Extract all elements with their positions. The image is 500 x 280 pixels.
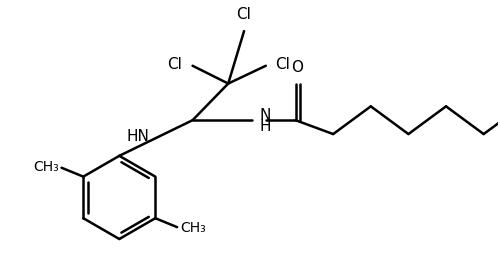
Text: Cl: Cl bbox=[275, 57, 289, 72]
Text: Cl: Cl bbox=[236, 7, 252, 22]
Text: CH₃: CH₃ bbox=[180, 221, 206, 235]
Text: CH₃: CH₃ bbox=[33, 160, 58, 174]
Text: N: N bbox=[260, 108, 272, 123]
Text: HN: HN bbox=[126, 129, 150, 144]
Text: Cl: Cl bbox=[167, 57, 182, 72]
Text: O: O bbox=[292, 60, 304, 75]
Text: H: H bbox=[260, 119, 272, 134]
